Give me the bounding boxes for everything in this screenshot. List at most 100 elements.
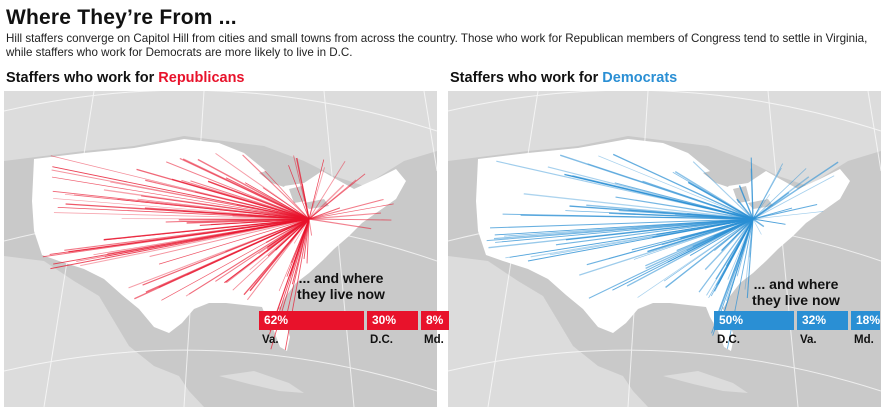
- flow-line: [57, 206, 310, 220]
- republican-caption-line2: they live now: [297, 286, 385, 302]
- cuba-land: [219, 371, 304, 393]
- republican-bar-dc: 30%: [367, 311, 418, 330]
- flow-line: [579, 218, 754, 276]
- flow-line: [721, 218, 754, 252]
- flow-line: [308, 203, 394, 220]
- flow-line: [598, 155, 754, 220]
- democrat-bar-label: D.C.: [717, 334, 740, 346]
- republican-live-caption: ... and where they live now: [286, 270, 396, 302]
- flow-line: [215, 152, 310, 220]
- democrat-map: [448, 91, 881, 407]
- flow-line: [736, 198, 754, 220]
- republican-bar-label: Md.: [424, 334, 444, 346]
- republican-map-svg: [4, 91, 437, 407]
- flow-line: [715, 218, 754, 286]
- flow-line: [647, 218, 754, 253]
- flow-line: [752, 193, 771, 220]
- flow-line: [308, 159, 325, 220]
- flow-line: [686, 218, 754, 252]
- great-lakes: [703, 169, 773, 209]
- flow-line: [185, 218, 310, 297]
- flow-line: [225, 218, 310, 253]
- flow-line: [197, 158, 310, 220]
- democrat-heading-prefix: Staffers who work for: [450, 70, 603, 86]
- republican-heading-prefix: Staffers who work for: [6, 70, 159, 86]
- flow-line: [715, 218, 754, 280]
- flow-line: [188, 218, 310, 295]
- flow-line: [738, 185, 754, 220]
- flow-line: [549, 218, 754, 256]
- flow-line: [246, 218, 310, 301]
- flow-line: [692, 161, 754, 220]
- flow-line: [308, 160, 346, 220]
- flow-line: [53, 198, 310, 220]
- democrat-live-caption: ... and where they live now: [741, 276, 851, 308]
- flow-line: [243, 218, 310, 296]
- flow-line: [244, 182, 310, 220]
- flow-line: [752, 176, 810, 220]
- flow-line: [752, 211, 824, 220]
- flow-line: [612, 153, 754, 220]
- flow-line: [103, 218, 310, 241]
- flow-line: [158, 218, 310, 265]
- flow-line: [618, 209, 754, 220]
- republican-heading-party: Republicans: [158, 70, 245, 86]
- page-subtitle: Hill staffers converge on Capitol Hill f…: [6, 32, 868, 59]
- flow-line: [306, 218, 310, 264]
- flow-line: [262, 187, 310, 220]
- flow-line: [171, 178, 310, 220]
- democrat-bar-va: 32%: [797, 311, 848, 330]
- flow-line: [752, 218, 765, 228]
- flow-line: [676, 218, 754, 252]
- flow-line: [308, 184, 345, 220]
- flow-line: [284, 218, 310, 321]
- flow-line: [308, 198, 384, 220]
- great-lakes: [259, 169, 329, 209]
- flow-line: [744, 218, 754, 290]
- flow-line: [51, 176, 310, 220]
- flow-line: [493, 218, 754, 240]
- democrat-caption-line1: ... and where: [753, 276, 839, 292]
- flow-line: [194, 191, 310, 220]
- flow-line: [80, 218, 310, 267]
- flow-line: [752, 175, 835, 220]
- republican-bar-md: 8%: [421, 311, 449, 330]
- flow-line: [52, 190, 310, 220]
- democrat-bar-label: Va.: [800, 334, 817, 346]
- flow-line: [752, 218, 786, 225]
- flow-line: [637, 218, 754, 298]
- flow-line: [665, 218, 754, 288]
- flow-line: [555, 218, 754, 246]
- flow-line: [73, 194, 310, 220]
- flow-line: [494, 218, 754, 236]
- flow-line: [186, 218, 310, 276]
- flow-line: [308, 167, 326, 220]
- republican-bar-va: 62%: [259, 311, 364, 330]
- flow-line: [308, 207, 341, 220]
- flow-line: [288, 165, 310, 220]
- democrat-panel-heading: Staffers who work for Democrats: [450, 70, 677, 86]
- canada-land: [4, 91, 437, 186]
- flow-line: [242, 154, 310, 220]
- flow-line: [663, 218, 754, 282]
- flow-line: [488, 218, 754, 249]
- graticule: [448, 91, 881, 407]
- flow-line: [64, 194, 310, 220]
- flow-line: [249, 218, 310, 271]
- flow-line: [642, 180, 754, 220]
- flow-line: [308, 179, 357, 220]
- flow-line: [496, 160, 754, 220]
- flow-line: [565, 218, 754, 241]
- flow-line: [750, 157, 754, 220]
- cuba-land: [663, 371, 748, 393]
- democrat-heading-party: Democrats: [602, 70, 678, 86]
- flow-line: [308, 218, 313, 236]
- flow-line: [232, 218, 310, 291]
- flow-line: [52, 166, 310, 220]
- flow-line: [687, 181, 754, 220]
- republican-bar-label: Va.: [262, 334, 279, 346]
- flow-line: [266, 218, 310, 250]
- flow-line: [752, 168, 807, 220]
- flow-line: [68, 218, 310, 253]
- flow-line: [308, 218, 372, 230]
